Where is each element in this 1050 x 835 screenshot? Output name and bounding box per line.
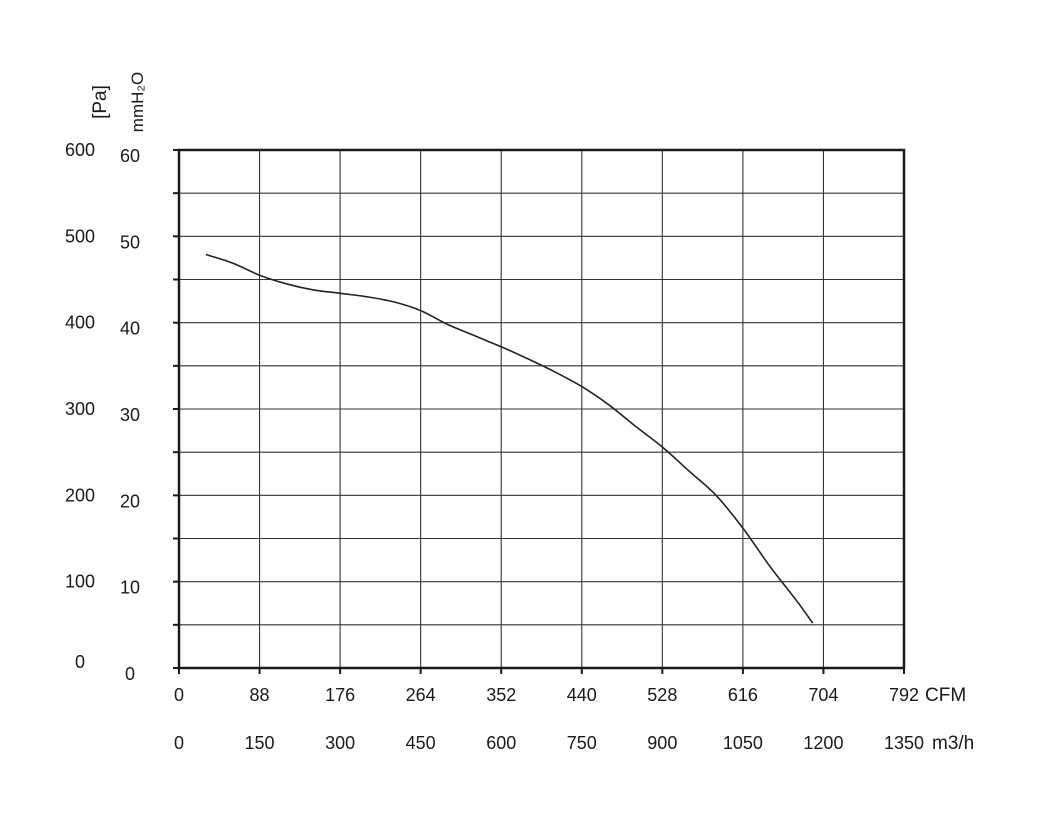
y-pa-tick-label: 300 [65,399,95,419]
x-m3h-tick-label: 450 [406,733,436,753]
x-axis-m3h-label: m3/h [932,733,974,754]
x-m3h-tick-label: 1050 [723,733,763,753]
y-mmh2o-tick-label: 0 [125,664,135,684]
y-pa-tick-label: 400 [65,313,95,333]
x-axis-m3h-tick-labels: 0 150 300 450 600 750 900 1050 1200 1350 [174,733,924,753]
y-mmh2o-tick-label: 60 [120,146,140,166]
x-m3h-tick-label: 600 [486,733,516,753]
x-axis-cfm-label: CFM [925,685,966,706]
x-cfm-tick-label: 792 [889,685,919,705]
x-axis-cfm-tick-labels: 0 88 176 264 352 440 528 616 704 792 [174,685,919,705]
y-minor-ticks [173,149,905,674]
y-pa-tick-label: 200 [65,485,95,505]
y-axis-mmh2o-label: mmH₂O [128,72,147,132]
x-cfm-tick-label: 264 [406,685,436,705]
x-cfm-tick-label: 88 [250,685,270,705]
x-m3h-tick-label: 1350 [884,733,924,753]
x-m3h-tick-label: 300 [325,733,355,753]
x-cfm-tick-label: 352 [486,685,516,705]
y-axis-pa-tick-labels: 0 100 200 300 400 500 600 [65,140,95,672]
x-cfm-tick-label: 528 [647,685,677,705]
x-m3h-tick-label: 0 [174,733,184,753]
x-cfm-tick-label: 704 [808,685,838,705]
y-pa-tick-label: 600 [65,140,95,160]
y-axis-pa-label: [Pa] [90,85,111,119]
y-mmh2o-tick-label: 40 [120,319,140,339]
x-cfm-tick-label: 176 [325,685,355,705]
y-mmh2o-tick-label: 50 [120,232,140,252]
grid-lines [179,150,904,668]
pressure-flow-curve [205,253,814,624]
x-m3h-tick-label: 150 [245,733,275,753]
x-m3h-tick-label: 1200 [803,733,843,753]
y-pa-tick-label: 0 [75,652,85,672]
x-m3h-tick-label: 750 [567,733,597,753]
y-axis-mmh2o-tick-labels: 0 10 20 30 40 50 60 [120,146,140,684]
y-pa-tick-label: 500 [65,226,95,246]
y-mmh2o-tick-label: 30 [120,405,140,425]
y-pa-tick-label: 100 [65,572,95,592]
x-cfm-tick-label: 616 [728,685,758,705]
x-cfm-tick-label: 0 [174,685,184,705]
y-mmh2o-tick-label: 20 [120,491,140,511]
x-m3h-tick-label: 900 [647,733,677,753]
x-cfm-tick-label: 440 [567,685,597,705]
y-mmh2o-tick-label: 10 [120,578,140,598]
